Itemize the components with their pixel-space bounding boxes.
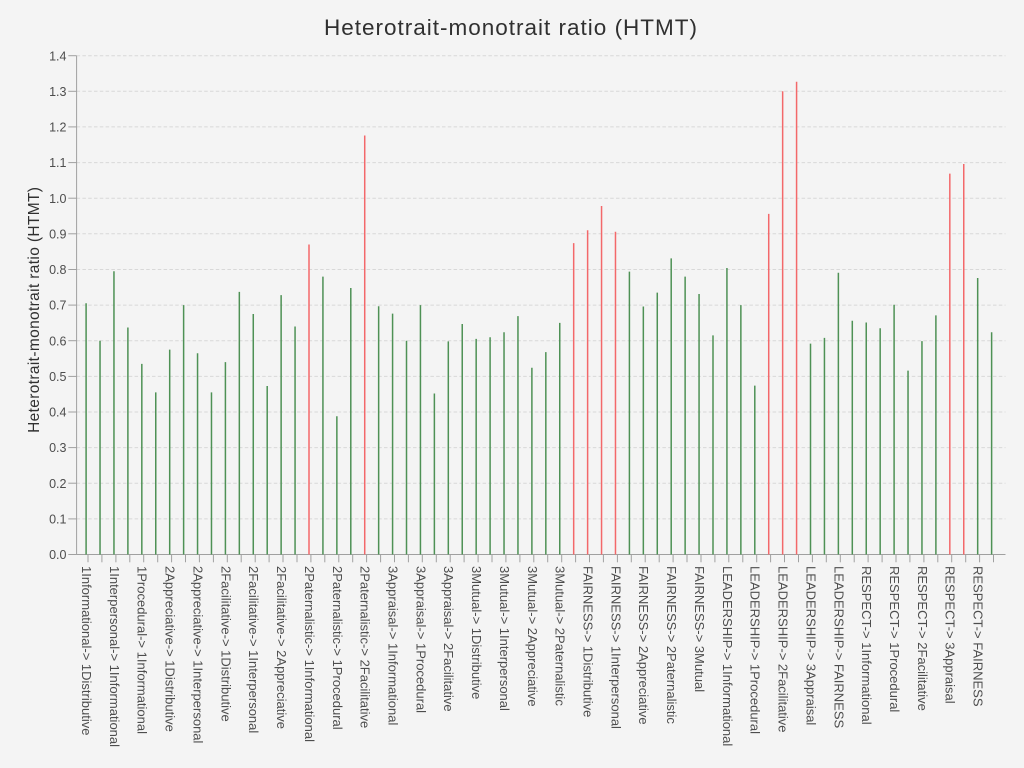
svg-text:0.1: 0.1	[49, 513, 66, 527]
svg-text:LEADERSHIP-> 1Procedural: LEADERSHIP-> 1Procedural	[748, 566, 763, 734]
svg-text:FAIRNESS-> 1Distributive: FAIRNESS-> 1Distributive	[581, 566, 596, 717]
svg-text:0.0: 0.0	[49, 548, 66, 562]
svg-text:3Appraisal-> 1Procedural: 3Appraisal-> 1Procedural	[413, 566, 428, 713]
svg-text:2Facilitative-> 1Distributive: 2Facilitative-> 1Distributive	[218, 566, 233, 722]
svg-text:2Paternalistic-> 1Informationa: 2Paternalistic-> 1Informational	[302, 566, 317, 742]
svg-text:RESPECT-> 1Informational: RESPECT-> 1Informational	[859, 566, 874, 725]
svg-text:3Mutual-> 2Appreciative: 3Mutual-> 2Appreciative	[525, 566, 540, 707]
svg-text:LEADERSHIP-> FAIRNESS: LEADERSHIP-> FAIRNESS	[831, 566, 846, 729]
svg-text:Heterotrait-monotrait ratio (H: Heterotrait-monotrait ratio (HTMT)	[26, 187, 43, 433]
svg-text:0.3: 0.3	[49, 441, 66, 455]
svg-text:2Paternalistic-> 2Facilitative: 2Paternalistic-> 2Facilitative	[358, 566, 373, 728]
svg-text:RESPECT-> 3Appraisal: RESPECT-> 3Appraisal	[943, 566, 958, 704]
svg-text:FAIRNESS-> 2Appreciative: FAIRNESS-> 2Appreciative	[636, 566, 651, 725]
svg-text:LEADERSHIP-> 1Informational: LEADERSHIP-> 1Informational	[720, 566, 735, 746]
svg-text:2Appreciative-> 1Distributive: 2Appreciative-> 1Distributive	[163, 566, 178, 732]
svg-text:3Mutual-> 2Paternalistic: 3Mutual-> 2Paternalistic	[553, 566, 568, 706]
svg-text:2Facilitative-> 1Interpersonal: 2Facilitative-> 1Interpersonal	[246, 566, 261, 733]
svg-text:0.5: 0.5	[49, 370, 66, 384]
svg-text:0.2: 0.2	[49, 477, 66, 491]
svg-text:FAIRNESS-> 1Interpersonal: FAIRNESS-> 1Interpersonal	[608, 566, 623, 729]
svg-text:2Facilitative-> 2Appreciative: 2Facilitative-> 2Appreciative	[274, 566, 289, 729]
svg-text:1Informational-> 1Distributive: 1Informational-> 1Distributive	[79, 566, 94, 735]
svg-text:1.1: 1.1	[49, 156, 66, 170]
svg-text:3Appraisal-> 2Facilitative: 3Appraisal-> 2Facilitative	[441, 566, 456, 712]
svg-text:RESPECT-> 1Procedural: RESPECT-> 1Procedural	[887, 566, 902, 712]
svg-text:3Mutual-> 1Interpersonal: 3Mutual-> 1Interpersonal	[497, 566, 512, 711]
svg-text:0.9: 0.9	[49, 227, 66, 241]
svg-text:1Interpersonal-> 1Informationa: 1Interpersonal-> 1Informational	[107, 566, 122, 747]
svg-text:FAIRNESS-> 2Paternalistic: FAIRNESS-> 2Paternalistic	[664, 566, 679, 724]
svg-text:0.8: 0.8	[49, 263, 66, 277]
svg-text:RESPECT-> 2Facilitative: RESPECT-> 2Facilitative	[915, 566, 930, 711]
svg-text:0.6: 0.6	[49, 334, 66, 348]
svg-text:1Procedural-> 1Informational: 1Procedural-> 1Informational	[135, 566, 150, 734]
svg-text:LEADERSHIP-> 3Appraisal: LEADERSHIP-> 3Appraisal	[803, 566, 818, 725]
svg-text:3Appraisal-> 1Informational: 3Appraisal-> 1Informational	[386, 566, 401, 725]
svg-text:1.0: 1.0	[49, 192, 66, 206]
svg-text:1.3: 1.3	[49, 85, 66, 99]
svg-text:3Mutual-> 1Distributive: 3Mutual-> 1Distributive	[469, 566, 484, 699]
svg-text:1.2: 1.2	[49, 121, 66, 135]
svg-text:0.4: 0.4	[49, 406, 66, 420]
svg-text:RESPECT-> FAIRNESS: RESPECT-> FAIRNESS	[971, 566, 986, 707]
svg-text:0.7: 0.7	[49, 299, 66, 313]
svg-text:FAIRNESS-> 3Mutual: FAIRNESS-> 3Mutual	[692, 566, 707, 692]
svg-text:2Paternalistic-> 1Procedural: 2Paternalistic-> 1Procedural	[330, 566, 345, 730]
svg-text:1.4: 1.4	[49, 49, 66, 63]
svg-text:Heterotrait-monotrait ratio (H: Heterotrait-monotrait ratio (HTMT)	[324, 15, 698, 40]
svg-text:LEADERSHIP-> 2Facilitative: LEADERSHIP-> 2Facilitative	[776, 566, 791, 733]
svg-text:2Appreciative-> 1Interpersonal: 2Appreciative-> 1Interpersonal	[190, 566, 205, 744]
